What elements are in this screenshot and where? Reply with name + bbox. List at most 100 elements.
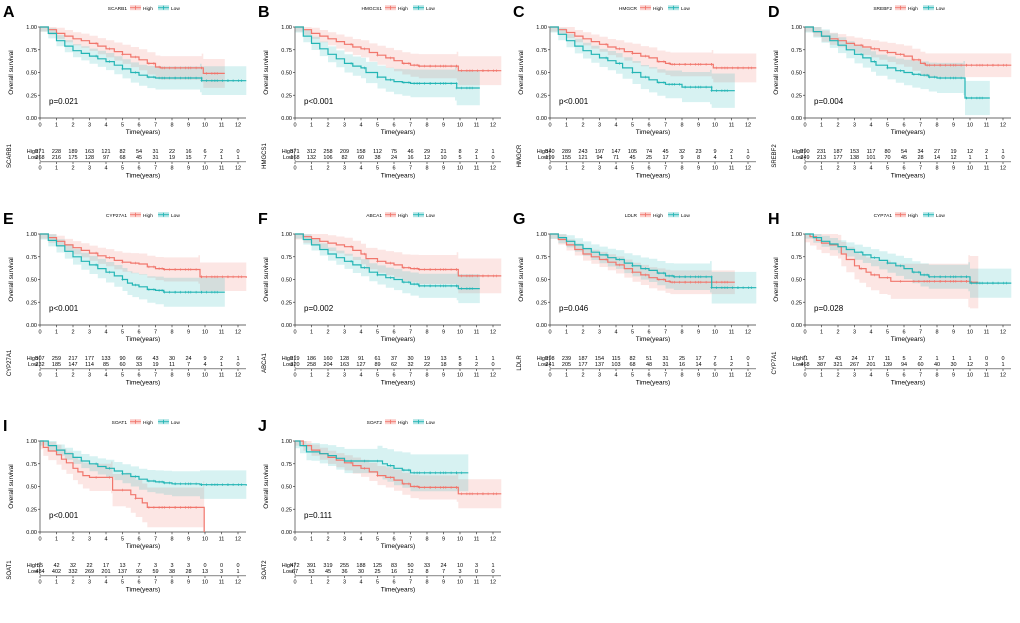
censor-marks-high	[94, 476, 198, 509]
risk-x-tick-label: 6	[647, 373, 650, 379]
legend-low-label: Low	[936, 6, 945, 12]
risk-x-tick-label: 5	[886, 166, 889, 172]
risk-x-tick-label: 10	[202, 373, 208, 379]
x-tick-label: 8	[935, 330, 938, 336]
x-tick-label: 7	[919, 123, 922, 129]
x-tick-label: 7	[154, 537, 157, 543]
risk-count: 13	[119, 563, 125, 569]
confidence-band-high	[805, 27, 1012, 83]
risk-count: 32	[679, 149, 685, 155]
censor-marks-low	[859, 250, 1008, 285]
legend-low-label: Low	[426, 6, 435, 12]
y-tick-label: 0.50	[26, 71, 37, 77]
risk-table-gene-label: SOAT1	[7, 560, 13, 580]
y-tick-label: 1.00	[26, 232, 37, 238]
risk-count: 68	[119, 155, 125, 161]
censor-marks-low	[94, 54, 243, 82]
risk-count: 30	[358, 569, 364, 575]
risk-count: 8	[697, 155, 700, 161]
censor-marks-low	[604, 253, 753, 289]
risk-count: 1	[730, 356, 733, 362]
y-axis-label: Overall survival	[518, 257, 525, 302]
p-value-label: p<0.001	[559, 97, 589, 106]
risk-x-tick-label: 10	[967, 373, 973, 379]
x-tick-label: 9	[697, 123, 700, 129]
risk-count: 3	[985, 362, 988, 368]
km-panel-C: C HMGCR High Low Overall survival 1.00 0.75 0.5…	[510, 0, 765, 207]
x-tick-label: 11	[729, 123, 735, 129]
risk-count: 30	[407, 356, 413, 362]
x-tick-label: 3	[88, 123, 91, 129]
p-value-label: p<0.001	[49, 304, 79, 313]
km-panel-G: G LDLR High Low Overall survival 1.00 0.75 0.50…	[510, 207, 765, 414]
y-tick-label: 0.50	[791, 71, 802, 77]
censor-marks-high	[349, 43, 498, 72]
x-tick-label: 6	[392, 123, 395, 129]
risk-x-tick-label: 12	[745, 166, 751, 172]
risk-x-tick-label: 7	[409, 373, 412, 379]
x-tick-label: 7	[409, 537, 412, 543]
risk-x-tick-label: 5	[376, 373, 379, 379]
risk-count: 19	[950, 149, 956, 155]
x-tick-label: 11	[474, 123, 480, 129]
risk-x-tick-label: 0	[293, 580, 296, 586]
risk-count: 24	[851, 356, 857, 362]
x-tick-label: 11	[474, 330, 480, 336]
confidence-band-low	[40, 441, 247, 503]
risk-table-row-label-high: High	[27, 356, 38, 362]
risk-count: 2	[919, 356, 922, 362]
risk-count: 45	[325, 569, 331, 575]
risk-row-bracket	[549, 148, 551, 161]
risk-x-tick-label: 2	[326, 166, 329, 172]
x-tick-label: 6	[647, 330, 650, 336]
p-value-label: p<0.001	[304, 97, 334, 106]
legend-high-label: High	[653, 213, 663, 219]
x-tick-label: 3	[343, 123, 346, 129]
risk-x-tick-label: 11	[984, 373, 990, 379]
risk-count: 6	[713, 362, 716, 368]
risk-x-tick-label: 7	[154, 580, 157, 586]
x-tick-label: 6	[647, 123, 650, 129]
risk-row-bracket	[294, 148, 296, 161]
risk-count: 16	[407, 155, 413, 161]
survival-curve-high	[40, 440, 205, 532]
risk-count: 216	[52, 155, 61, 161]
legend-gene-label: SOAT2	[367, 420, 383, 426]
legend-key-high-icon	[385, 212, 396, 217]
risk-x-tick-label: 4	[359, 580, 362, 586]
risk-count: 16	[679, 362, 685, 368]
x-tick-label: 0	[38, 537, 41, 543]
x-tick-label: 9	[187, 123, 190, 129]
y-tick-label: 0.25	[791, 300, 802, 306]
confidence-band-low	[40, 27, 247, 98]
risk-x-tick-label: 0	[38, 580, 41, 586]
risk-table-row-label-low: Low	[28, 155, 38, 161]
risk-count: 19	[424, 356, 430, 362]
x-tick-label: 1	[310, 123, 313, 129]
risk-x-tick-label: 9	[952, 373, 955, 379]
x-tick-label: 10	[712, 123, 718, 129]
legend-key-low-icon	[158, 212, 169, 217]
risk-x-tick-label: 0	[38, 166, 41, 172]
risk-table-row-label-low: Low	[28, 569, 38, 575]
risk-x-tick-label: 12	[235, 373, 241, 379]
risk-count: 2	[730, 149, 733, 155]
risk-count: 269	[85, 569, 94, 575]
risk-count: 85	[103, 362, 109, 368]
risk-x-tick-label: 2	[71, 373, 74, 379]
confidence-band-low	[550, 27, 735, 110]
risk-count: 1	[935, 356, 938, 362]
risk-count: 17	[695, 356, 701, 362]
risk-x-tick-label: 9	[697, 373, 700, 379]
risk-count: 45	[136, 155, 142, 161]
legend-gene-label: SOAT1	[112, 420, 128, 426]
risk-x-tick-label: 7	[409, 166, 412, 172]
x-axis-label: Time(years)	[636, 129, 670, 136]
x-tick-label: 1	[55, 123, 58, 129]
x-tick-label: 5	[886, 330, 889, 336]
p-value-label: p=0.046	[559, 304, 589, 313]
x-axis-label: Time(years)	[126, 129, 160, 136]
risk-count: 53	[308, 569, 314, 575]
